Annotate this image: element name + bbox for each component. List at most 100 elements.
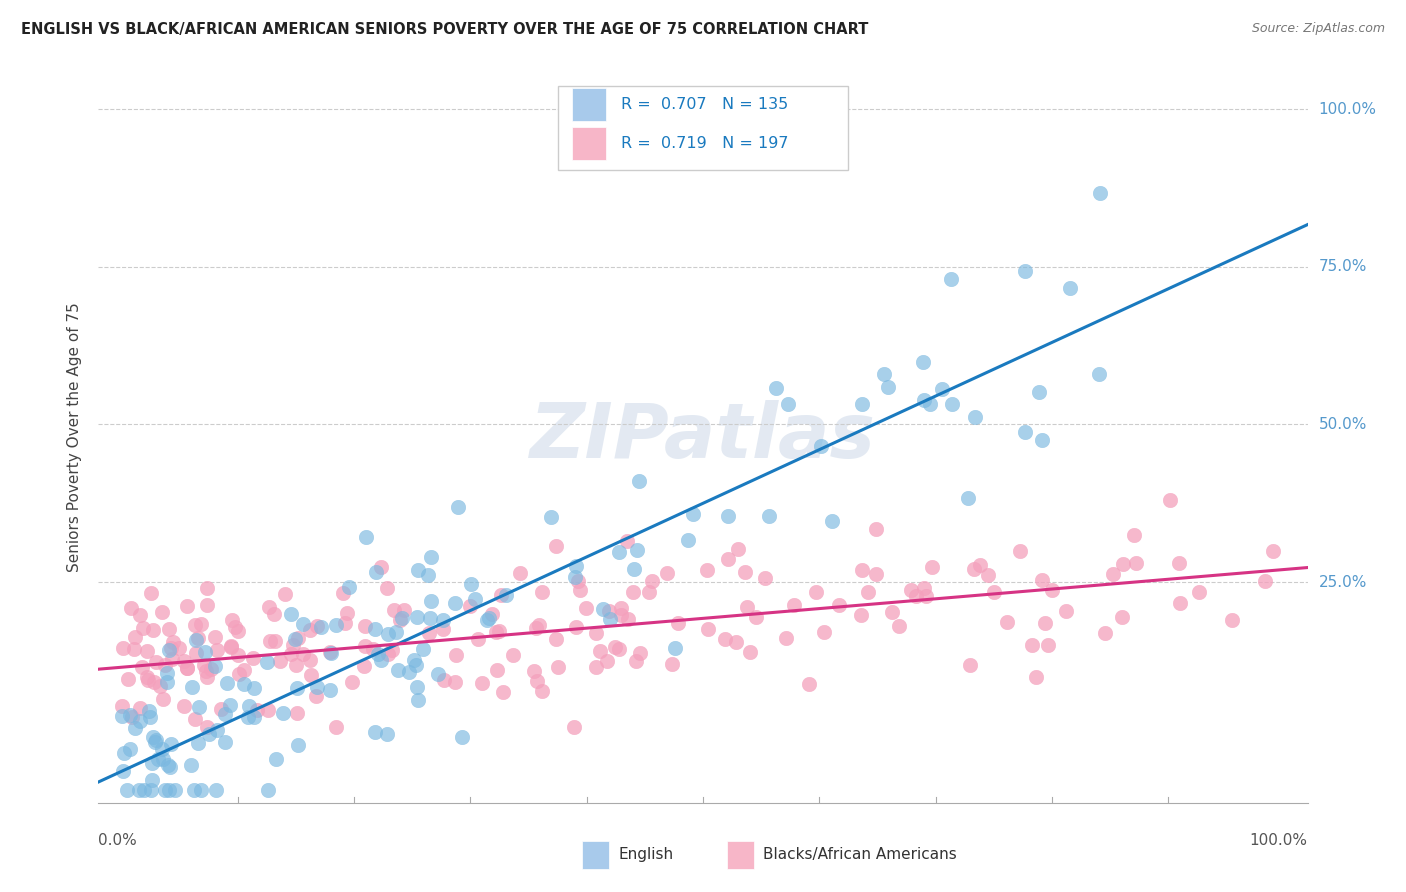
Point: [419, 594, 441, 608]
Point: [418, 567, 440, 582]
Point: [962, 562, 984, 576]
Point: [257, 600, 280, 615]
Point: [1125, 556, 1147, 570]
Point: [527, 618, 550, 632]
Point: [291, 616, 314, 631]
Point: [325, 720, 347, 734]
Point: [217, 675, 239, 690]
Text: R =  0.719   N = 197: R = 0.719 N = 197: [621, 136, 789, 151]
Point: [585, 660, 607, 674]
Point: [492, 685, 515, 699]
Point: [568, 583, 591, 598]
Point: [159, 760, 181, 774]
Point: [354, 619, 377, 633]
Point: [471, 676, 494, 690]
Point: [589, 644, 612, 658]
Point: [319, 683, 342, 698]
Point: [194, 644, 217, 658]
Point: [1088, 186, 1111, 200]
Point: [132, 783, 155, 797]
Point: [149, 679, 172, 693]
Point: [200, 662, 222, 676]
Text: 50.0%: 50.0%: [1319, 417, 1367, 432]
Point: [412, 642, 434, 657]
Point: [957, 491, 980, 506]
Point: [139, 783, 162, 797]
Point: [112, 764, 135, 778]
Point: [599, 612, 621, 626]
Point: [176, 661, 198, 675]
Point: [657, 566, 679, 581]
Point: [145, 732, 167, 747]
Point: [335, 615, 357, 630]
Point: [1088, 367, 1111, 381]
Point: [628, 646, 651, 660]
Point: [342, 675, 364, 690]
Point: [427, 666, 450, 681]
Point: [1112, 557, 1135, 571]
Point: [575, 600, 598, 615]
Point: [433, 673, 456, 687]
Point: [562, 720, 585, 734]
Point: [464, 592, 486, 607]
Point: [547, 659, 569, 673]
Point: [941, 397, 963, 411]
Point: [228, 666, 250, 681]
Point: [995, 615, 1018, 629]
Point: [124, 642, 146, 657]
Point: [1014, 425, 1036, 439]
Bar: [727, 841, 754, 869]
FancyBboxPatch shape: [558, 86, 848, 170]
Point: [915, 589, 938, 603]
Point: [142, 623, 165, 637]
Point: [195, 581, 218, 595]
Point: [263, 607, 285, 622]
Point: [911, 355, 934, 369]
Point: [284, 632, 307, 646]
Point: [194, 665, 217, 679]
Point: [735, 599, 758, 614]
Point: [354, 530, 377, 544]
Point: [156, 675, 179, 690]
Point: [280, 607, 302, 621]
Point: [1010, 543, 1032, 558]
Point: [873, 368, 896, 382]
Point: [141, 773, 163, 788]
Point: [444, 596, 467, 610]
Point: [364, 725, 387, 739]
Point: [523, 664, 546, 678]
Text: Blacks/African Americans: Blacks/African Americans: [763, 847, 957, 863]
Point: [221, 613, 243, 627]
Point: [406, 563, 429, 577]
Point: [377, 626, 399, 640]
Point: [797, 677, 820, 691]
Point: [176, 599, 198, 614]
Point: [156, 665, 179, 680]
Point: [394, 603, 416, 617]
Text: ENGLISH VS BLACK/AFRICAN AMERICAN SENIORS POVERTY OVER THE AGE OF 75 CORRELATION: ENGLISH VS BLACK/AFRICAN AMERICAN SENIOR…: [21, 22, 869, 37]
Point: [299, 667, 322, 681]
Point: [214, 735, 236, 749]
Point: [176, 661, 198, 675]
Point: [280, 647, 302, 661]
Point: [965, 410, 987, 425]
Point: [717, 552, 740, 566]
Point: [269, 654, 291, 668]
Point: [190, 617, 212, 632]
Point: [139, 710, 162, 724]
Point: [377, 727, 399, 741]
Point: [664, 640, 686, 655]
Point: [292, 647, 315, 661]
Point: [139, 586, 162, 600]
Point: [238, 699, 260, 714]
Point: [118, 742, 141, 756]
Point: [1102, 567, 1125, 582]
Text: 100.0%: 100.0%: [1319, 102, 1376, 117]
Point: [420, 549, 443, 564]
Point: [914, 581, 936, 595]
Text: Source: ZipAtlas.com: Source: ZipAtlas.com: [1251, 22, 1385, 36]
Point: [544, 539, 567, 553]
Point: [509, 566, 531, 580]
Point: [526, 673, 548, 688]
Point: [1168, 556, 1191, 570]
